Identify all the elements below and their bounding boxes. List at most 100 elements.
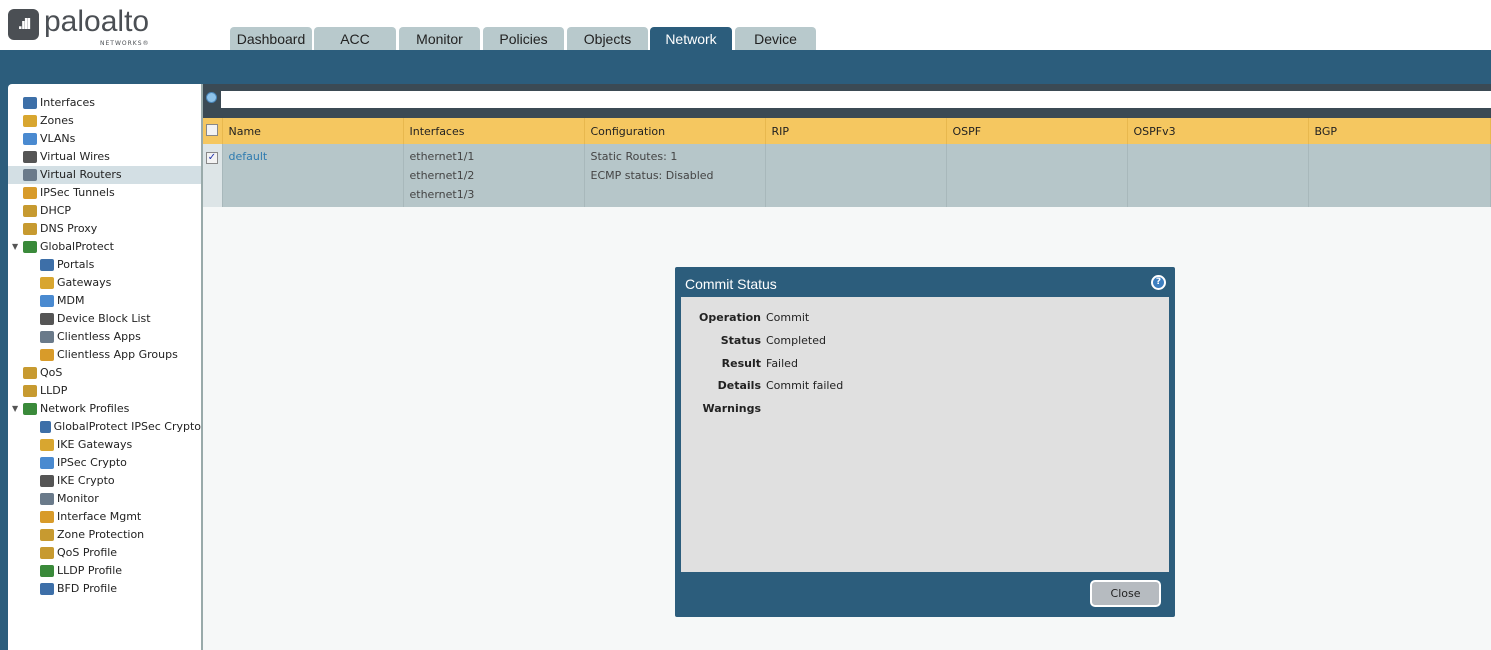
lldp-icon [23, 385, 37, 397]
column-header-configuration[interactable]: Configuration [584, 118, 766, 144]
sidebar-item-label: BFD Profile [57, 582, 118, 595]
router-icon [23, 169, 37, 181]
sidebar-item-qos[interactable]: QoS [8, 364, 201, 382]
close-button[interactable]: Close [1090, 580, 1161, 607]
sidebar-item-label: LLDP [40, 384, 68, 397]
tab-policies[interactable]: Policies [483, 27, 564, 50]
tab-network[interactable]: Network [650, 27, 732, 50]
mgmt-icon [40, 511, 54, 523]
sidebar-item-label: Clientless Apps [57, 330, 141, 343]
lock-icon [40, 421, 51, 433]
tab-objects[interactable]: Objects [567, 27, 648, 50]
sidebar-item-interfaces[interactable]: Interfaces [8, 94, 201, 112]
field-result: Result Failed [681, 357, 798, 370]
dialog-body: Operation Commit Status Completed Result Fa… [681, 297, 1169, 572]
sidebar-item-network-profiles[interactable]: ▼ Network Profiles [8, 400, 201, 418]
interface-item: ethernet1/3 [409, 188, 475, 201]
sidebar-item-lldp-profile[interactable]: LLDP Profile [8, 562, 201, 580]
monitor-icon [40, 493, 54, 505]
sidebar-item-label: Network Profiles [40, 402, 130, 415]
sidebar-item-label: Monitor [57, 492, 99, 505]
logo-text: paloalto [44, 5, 150, 38]
table-row[interactable]: ✓ default ethernet1/1 ethernet1/2 ethernet… [203, 144, 1491, 207]
sidebar-item-ike-crypto[interactable]: IKE Crypto [8, 472, 201, 490]
column-header-bgp[interactable]: BGP [1308, 118, 1491, 144]
sidebar-item-globalprotect[interactable]: ▼ GlobalProtect [8, 238, 201, 256]
sidebar-item-virtual-wires[interactable]: Virtual Wires [8, 148, 201, 166]
ospf-cell [946, 144, 1128, 207]
table-header-row: Name Interfaces Configuration RIP OSPF O… [203, 118, 1491, 144]
sidebar-item-label: Interface Mgmt [57, 510, 142, 523]
search-input[interactable] [221, 91, 1491, 108]
globe-icon [40, 259, 54, 271]
field-details: Details Commit failed [681, 379, 844, 392]
sidebar-item-clientless-app-groups[interactable]: Clientless App Groups [8, 346, 201, 364]
interface-item: ethernet1/2 [409, 169, 475, 182]
virtual-routers-table: Name Interfaces Configuration RIP OSPF O… [203, 118, 1491, 207]
bfd-icon [40, 583, 54, 595]
tab-device[interactable]: Device [735, 27, 816, 50]
sidebar-item-portals[interactable]: Portals [8, 256, 201, 274]
sidebar-item-gateways[interactable]: Gateways [8, 274, 201, 292]
row-checkbox[interactable]: ✓ [206, 152, 218, 164]
rip-cell [765, 144, 947, 207]
zone-protection-icon [40, 529, 54, 541]
zones-icon [23, 115, 37, 127]
sidebar-item-zones[interactable]: Zones [8, 112, 201, 130]
select-all-checkbox[interactable] [206, 123, 218, 136]
field-label: Status [720, 334, 761, 347]
column-header-interfaces[interactable]: Interfaces [403, 118, 585, 144]
expand-toggle-icon[interactable]: ▼ [12, 242, 19, 251]
sidebar-item-label: Clientless App Groups [57, 348, 178, 361]
column-header-rip[interactable]: RIP [765, 118, 947, 144]
interface-item: ethernet1/1 [409, 150, 475, 163]
sidebar-item-label: VLANs [40, 132, 76, 145]
ospfv3-cell [1127, 144, 1309, 207]
lldp-icon [40, 565, 54, 577]
sidebar-item-clientless-apps[interactable]: Clientless Apps [8, 328, 201, 346]
sidebar-item-ike-gateways[interactable]: IKE Gateways [8, 436, 201, 454]
column-header-name[interactable]: Name [222, 118, 404, 144]
sidebar-item-dhcp[interactable]: DHCP [8, 202, 201, 220]
vlans-icon [23, 133, 37, 145]
sidebar-item-globalprotect-ipsec-crypto[interactable]: GlobalProtect IPSec Crypto [8, 418, 201, 436]
sidebar-item-lldp[interactable]: LLDP [8, 382, 201, 400]
virtual-wires-icon [23, 151, 37, 163]
field-label: Operation [699, 311, 761, 324]
sidebar-item-ipsec-crypto[interactable]: IPSec Crypto [8, 454, 201, 472]
expand-toggle-icon[interactable]: ▼ [12, 404, 19, 413]
paloalto-logo: .ıll paloalto NETWORKS® [8, 6, 168, 48]
sidebar-item-ipsec-tunnels[interactable]: IPSec Tunnels [8, 184, 201, 202]
field-label: Warnings [702, 402, 761, 415]
logo-subtext: NETWORKS® [100, 40, 150, 47]
sidebar-item-vlans[interactable]: VLANs [8, 130, 201, 148]
tab-monitor[interactable]: Monitor [399, 27, 480, 50]
sidebar-splitter[interactable] [201, 84, 203, 650]
field-label: Result [721, 357, 761, 370]
sidebar-item-dns-proxy[interactable]: DNS Proxy [8, 220, 201, 238]
column-header-ospfv3[interactable]: OSPFv3 [1127, 118, 1309, 144]
sidebar-item-monitor[interactable]: Monitor [8, 490, 201, 508]
sidebar-item-zone-protection[interactable]: Zone Protection [8, 526, 201, 544]
sidebar-item-mdm[interactable]: MDM [8, 292, 201, 310]
sidebar-item-label: DNS Proxy [40, 222, 98, 235]
sidebar-item-label: IPSec Crypto [57, 456, 127, 469]
search-icon[interactable] [206, 92, 217, 103]
sidebar-item-interface-mgmt[interactable]: Interface Mgmt [8, 508, 201, 526]
sidebar-item-bfd-profile[interactable]: BFD Profile [8, 580, 201, 598]
column-header-ospf[interactable]: OSPF [946, 118, 1128, 144]
tab-dashboard[interactable]: Dashboard [230, 27, 312, 50]
field-warnings: Warnings [681, 402, 766, 415]
router-name-link[interactable]: default [228, 150, 268, 163]
sidebar-nav: Interfaces Zones VLANs Virtual Wires Virtual… [8, 84, 201, 650]
qos-icon [40, 547, 54, 559]
tab-acc[interactable]: ACC [314, 27, 396, 50]
field-value: Commit [766, 311, 810, 324]
sidebar-item-label: Interfaces [40, 96, 95, 109]
sidebar-item-label: QoS [40, 366, 63, 379]
help-icon[interactable]: ? [1151, 275, 1166, 290]
sidebar-item-qos-profile[interactable]: QoS Profile [8, 544, 201, 562]
sidebar-item-virtual-routers[interactable]: Virtual Routers [8, 166, 201, 184]
apps-icon [40, 349, 54, 361]
sidebar-item-device-block-list[interactable]: Device Block List [8, 310, 201, 328]
